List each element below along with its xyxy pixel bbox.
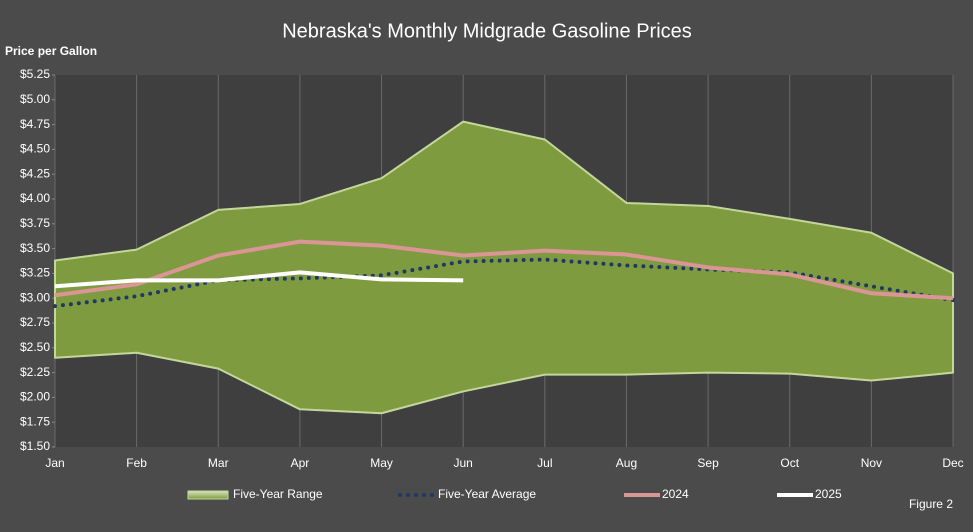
series-line <box>54 270 464 289</box>
x-tick-label: Mar <box>208 456 229 470</box>
range-area <box>54 120 954 415</box>
legend-swatch <box>187 490 229 500</box>
x-tick-label: May <box>370 456 393 470</box>
y-tick-label: $4.25 <box>20 166 50 180</box>
x-tick-label: Apr <box>291 456 310 470</box>
figure-note: Figure 2 <box>909 497 953 511</box>
legend-label: 2025 <box>815 487 842 501</box>
y-tick-label: $4.00 <box>20 191 50 205</box>
y-tick-label: $4.50 <box>20 142 50 156</box>
y-tick-label: $3.00 <box>20 290 50 304</box>
x-tick-label: Jan <box>45 456 64 470</box>
legend-label: 2024 <box>662 487 689 501</box>
series-line <box>54 239 954 301</box>
y-axis-label: Price per Gallon <box>5 44 97 58</box>
x-tick-label: Oct <box>780 456 799 470</box>
y-tick-label: $5.25 <box>20 67 50 81</box>
x-tick-label: Nov <box>861 456 882 470</box>
y-tick-label: $1.50 <box>20 439 50 453</box>
x-tick-label: Aug <box>616 456 637 470</box>
y-tick-label: $1.75 <box>20 414 50 428</box>
x-tick-label: Sep <box>697 456 719 470</box>
y-tick-label: $2.00 <box>20 390 50 404</box>
x-tick-label: Jun <box>454 456 473 470</box>
chart-title: Nebraska's Monthly Midgrade Gasoline Pri… <box>282 20 692 42</box>
legend-label: Five-Year Range <box>233 487 323 501</box>
y-tick-label: $2.25 <box>20 365 50 379</box>
x-tick-label: Feb <box>126 456 147 470</box>
y-tick-label: $2.50 <box>20 340 50 354</box>
y-tick-label: $3.75 <box>20 216 50 230</box>
x-tick-label: Jul <box>537 456 552 470</box>
y-tick-label: $3.50 <box>20 241 50 255</box>
legend-label: Five-Year Average <box>438 487 536 501</box>
series-line <box>53 257 955 309</box>
y-tick-label: $5.00 <box>20 92 50 106</box>
y-tick-label: $3.25 <box>20 266 50 280</box>
y-tick-label: $4.75 <box>20 117 50 131</box>
x-tick-label: Dec <box>942 456 963 470</box>
y-tick-label: $2.75 <box>20 315 50 329</box>
